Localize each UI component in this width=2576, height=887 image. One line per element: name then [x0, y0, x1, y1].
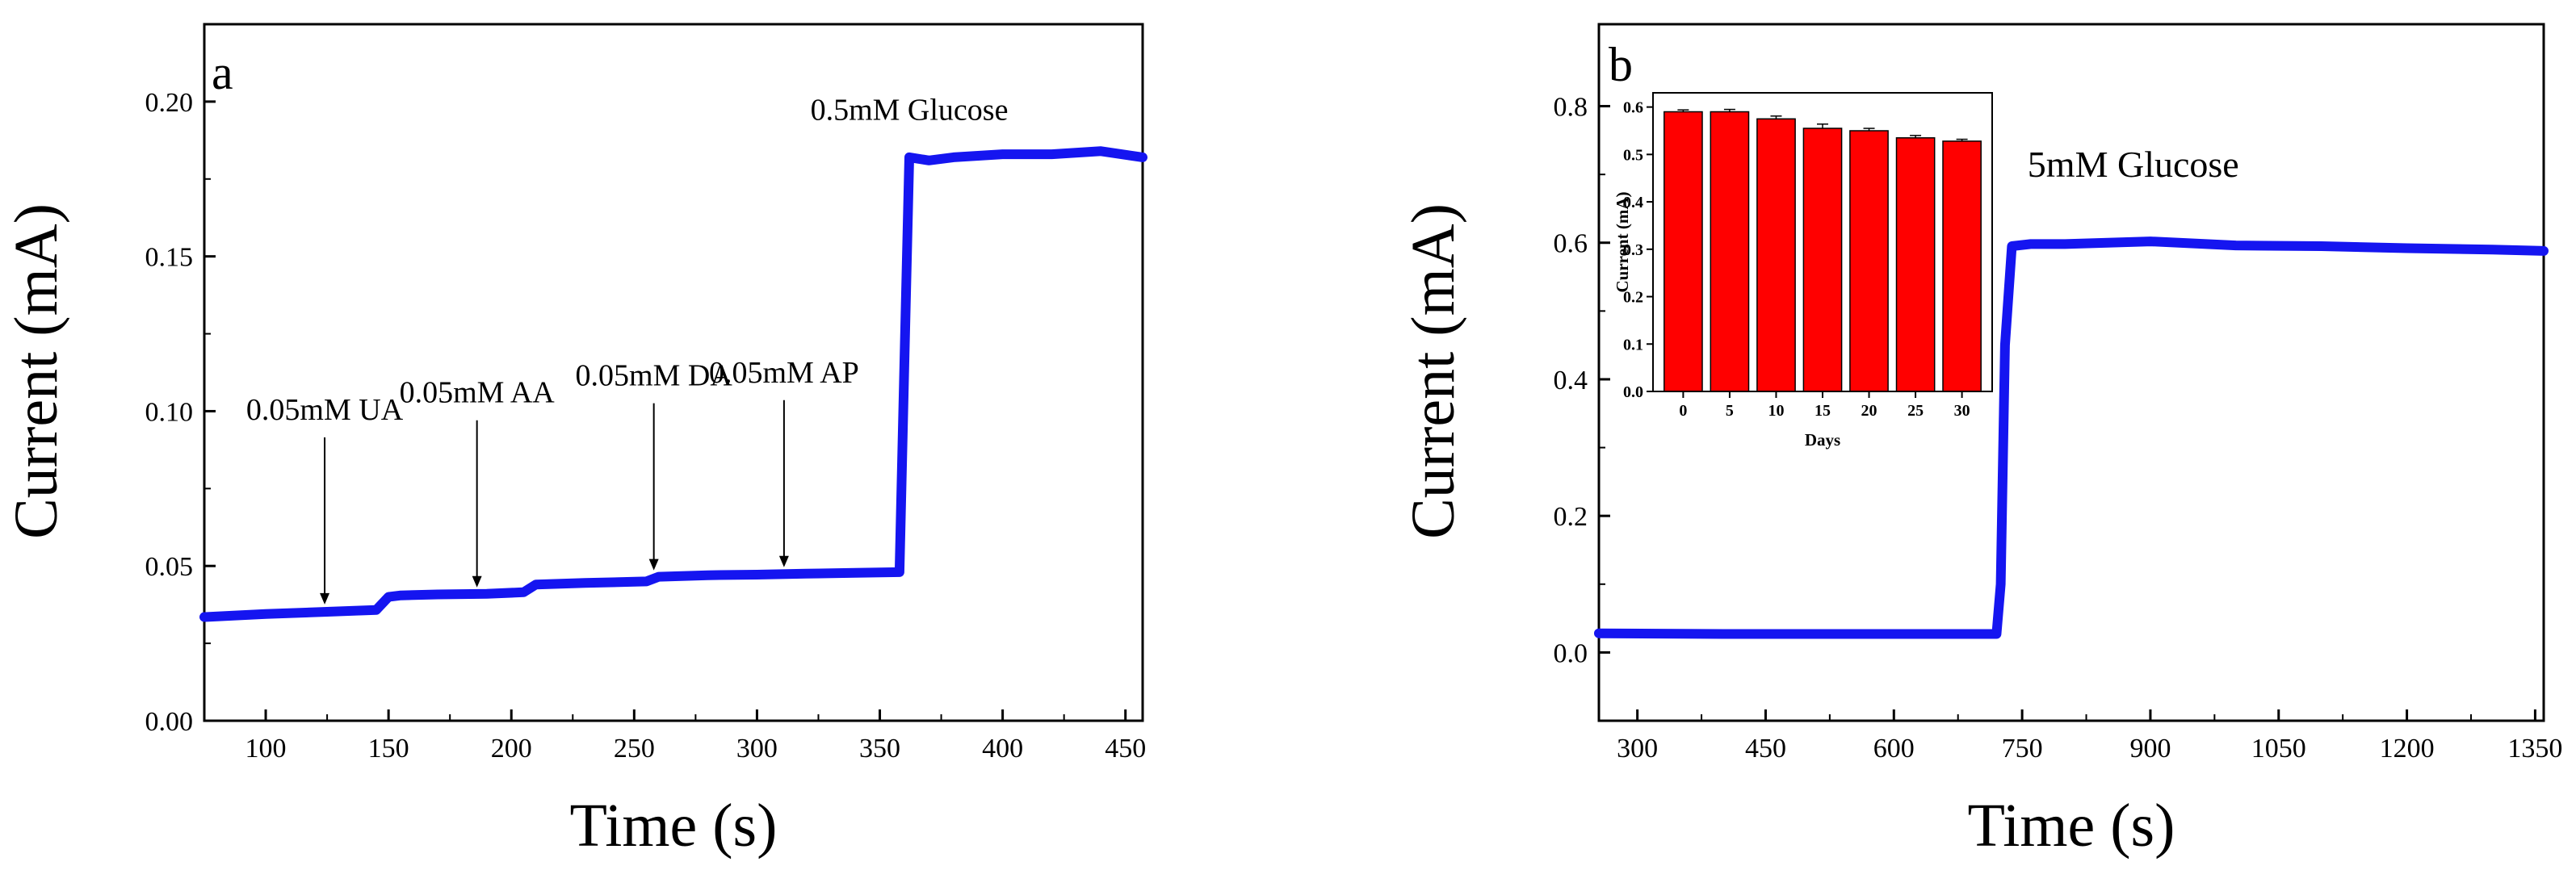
annotation-label: 0.05mM DA: [576, 359, 733, 393]
inset-x-tick-label: 25: [1907, 402, 1924, 420]
annotation-label: 0.05mM UA: [246, 393, 404, 427]
inset-ticks: 0 5 10 15 20 25 30 0.0 0.1 0.2 0.3 0.4 0.5 0.6: [1623, 99, 1970, 420]
series-line-current: [199, 146, 1147, 622]
panel-a-series: [199, 146, 1147, 622]
panel-a-y-axis-title: Current (mA): [2, 203, 70, 539]
panel-b-chart: 300 450 600 750 900 1050 1200 13500.00.20.40.60…: [1399, 23, 2563, 860]
annotation-label: 0.05mM AA: [400, 376, 556, 410]
y-tick-label: 0.05: [145, 552, 194, 582]
inset-bar: [1802, 128, 1843, 392]
inset-bar: [1756, 118, 1796, 392]
y-tick-label: 0.15: [145, 243, 194, 273]
annotation-label: 5mM Glucose: [2028, 144, 2239, 185]
annotation-label: 0.05mM AP: [709, 356, 859, 390]
series-line-current: [1594, 236, 2549, 639]
panel-b-annotations: 5mM Glucose: [2028, 144, 2239, 185]
inset-y-tick-label: 0.5: [1623, 146, 1643, 164]
inset-x-tick-label: 10: [1768, 402, 1784, 420]
panel-a-chart: 100 150 200 250 300 350 400 450 0.00 0.05 0.10 0.15…: [2, 23, 1147, 860]
panel-b-x-axis-title: Time (s): [1968, 792, 2175, 860]
annotation-arrowhead: [778, 555, 789, 567]
x-tick-label: 1350: [2507, 734, 2562, 764]
panel-b-ticks: 300 450 600 750 900 1050 1200 13500.00.20.40.60…: [1554, 93, 2563, 764]
panel-a-label: a: [212, 46, 233, 99]
inset-x-tick-label: 20: [1861, 402, 1877, 420]
x-tick-label: 750: [2002, 734, 2043, 764]
x-tick-label: 300: [736, 734, 778, 764]
x-tick-label: 450: [1745, 734, 1786, 764]
inset-x-tick-label: 0: [1679, 402, 1687, 420]
y-tick-label: 0.8: [1554, 93, 1588, 123]
y-tick-label: 0.6: [1554, 229, 1588, 259]
panel-b-plot-frame: [1597, 23, 2545, 722]
inset-bar: [1942, 140, 1982, 392]
x-tick-label: 150: [368, 734, 409, 764]
panel-a-plot-frame: [203, 23, 1144, 722]
annotation-arrowhead: [472, 575, 482, 588]
inset-bar: [1849, 130, 1889, 392]
annotation-arrowhead: [648, 559, 659, 571]
inset-y-tick-label: 0.4: [1623, 194, 1643, 211]
x-tick-label: 100: [245, 734, 287, 764]
y-tick-label: 0.2: [1554, 502, 1588, 532]
inset-y-axis-title: Current (mA): [1613, 191, 1632, 292]
x-tick-label: 400: [982, 734, 1023, 764]
panel-a-ticks: 100 150 200 250 300 350 400 450 0.00 0.05 0.10 0.15…: [145, 88, 1147, 764]
panel-a-annotations: 0.05mM UA0.05mM AA 0.05mM DA0.05mM AP 0.5m…: [246, 93, 1009, 605]
x-tick-label: 1200: [2380, 734, 2435, 764]
y-tick-label: 0.20: [145, 88, 194, 118]
panel-b-inset-chart: 0 5 10 15 20 25 30 0.0 0.1 0.2 0.3 0.4 0.5 0.6 Days C…: [1613, 92, 1993, 450]
inset-y-tick-label: 0.1: [1623, 336, 1643, 354]
inset-bar: [1710, 111, 1750, 392]
inset-x-tick-label: 30: [1954, 402, 1970, 420]
x-tick-label: 350: [859, 734, 900, 764]
inset-x-tick-label: 15: [1815, 402, 1831, 420]
inset-y-tick-label: 0.2: [1623, 289, 1643, 307]
inset-y-tick-label: 0.0: [1623, 383, 1643, 401]
x-tick-label: 600: [1873, 734, 1915, 764]
inset-bar: [1895, 137, 1936, 392]
inset-y-tick-label: 0.6: [1623, 99, 1643, 117]
inset-x-axis-title: Days: [1805, 430, 1840, 450]
x-tick-label: 200: [491, 734, 532, 764]
x-tick-label: 1050: [2251, 734, 2306, 764]
inset-bars: [1663, 108, 1982, 392]
inset-x-tick-label: 5: [1726, 402, 1734, 420]
x-tick-label: 300: [1617, 734, 1658, 764]
x-tick-label: 450: [1105, 734, 1146, 764]
x-tick-label: 250: [614, 734, 655, 764]
annotation-arrowhead: [320, 592, 330, 605]
y-tick-label: 0.4: [1554, 366, 1588, 395]
y-tick-label: 0.00: [145, 707, 194, 737]
y-tick-label: 0.0: [1554, 638, 1588, 668]
panel-b-y-axis-title: Current (mA): [1399, 203, 1467, 539]
panel-a-x-axis-title: Time (s): [570, 792, 778, 860]
x-tick-label: 900: [2129, 734, 2171, 764]
inset-y-tick-label: 0.3: [1623, 241, 1643, 259]
inset-bar: [1663, 111, 1703, 392]
panel-b-series: [1594, 236, 2549, 639]
annotation-label: 0.5mM Glucose: [811, 93, 1009, 127]
y-tick-label: 0.10: [145, 397, 194, 427]
panel-b-label: b: [1609, 38, 1633, 91]
